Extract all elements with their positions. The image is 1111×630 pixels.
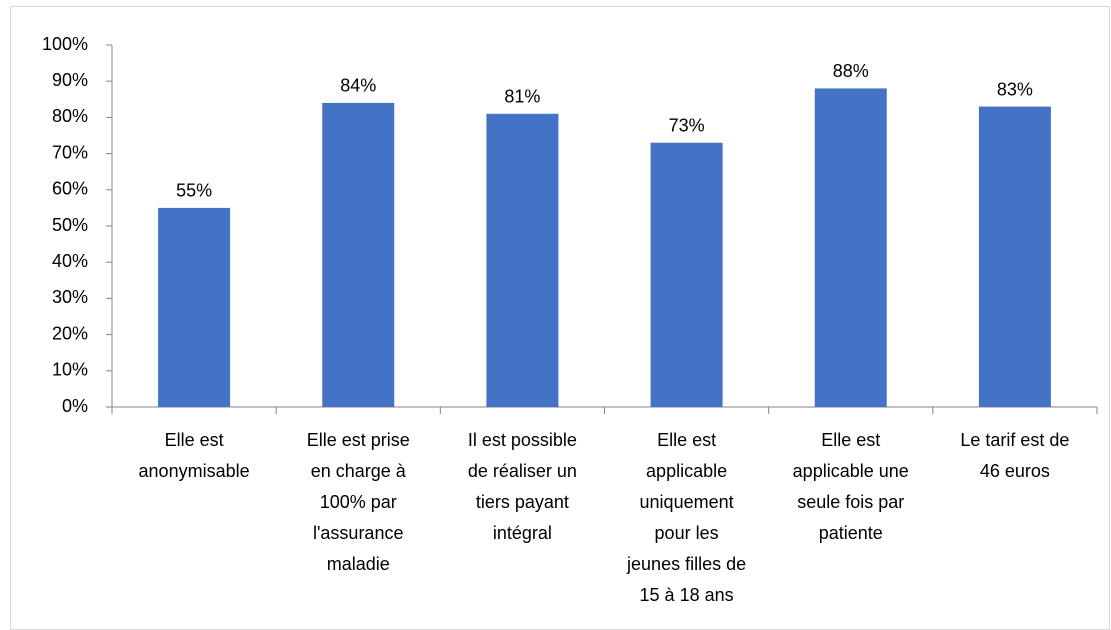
y-tick-label: 40% xyxy=(52,251,88,271)
y-tick-label: 80% xyxy=(52,106,88,126)
x-tick-label: Elle est anonymisable xyxy=(138,430,250,481)
data-label: 73% xyxy=(669,115,705,135)
x-tick-label: Elle est applicable une seule fois par p… xyxy=(792,430,909,543)
y-tick-label: 30% xyxy=(52,287,88,307)
y-tick-label: 0% xyxy=(62,396,88,416)
y-tick-label: 60% xyxy=(52,179,88,199)
y-tick-label: 100% xyxy=(42,34,88,54)
y-tick-label: 70% xyxy=(52,142,88,162)
x-tick-label: Elle est applicable uniquement pour les … xyxy=(627,430,747,605)
x-tick-label: Elle est prise en charge à 100% par l'as… xyxy=(306,430,410,574)
bar xyxy=(486,113,559,407)
bar xyxy=(978,106,1051,407)
data-label: 84% xyxy=(340,76,376,96)
y-tick-label: 90% xyxy=(52,70,88,90)
y-tick-label: 20% xyxy=(52,323,88,343)
x-tick-label: Il est possible de réaliser un tiers pay… xyxy=(467,430,577,543)
y-tick-label: 50% xyxy=(52,215,88,235)
bar xyxy=(158,207,231,407)
bar xyxy=(814,88,887,407)
y-tick-label: 10% xyxy=(52,360,88,380)
data-label: 88% xyxy=(833,61,869,81)
bar xyxy=(650,142,723,408)
data-label: 83% xyxy=(997,79,1033,99)
bar xyxy=(322,102,395,408)
data-label: 81% xyxy=(504,87,540,107)
x-tick-label: Le tarif est de 46 euros xyxy=(960,430,1070,481)
data-label: 55% xyxy=(176,181,212,201)
